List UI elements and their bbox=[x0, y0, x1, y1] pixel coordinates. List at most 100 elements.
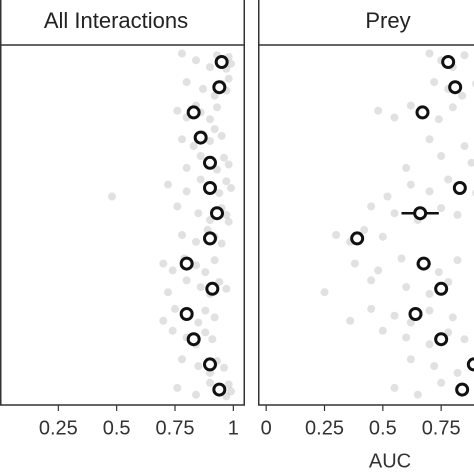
sample-point bbox=[210, 125, 219, 134]
sample-point bbox=[406, 355, 415, 364]
sample-point bbox=[210, 313, 219, 322]
sample-point bbox=[173, 383, 182, 392]
sample-point bbox=[196, 283, 205, 292]
sample-point bbox=[164, 180, 172, 189]
x-tick-label: 0.5 bbox=[103, 417, 131, 439]
sample-point bbox=[217, 131, 226, 140]
x-tick-label: 0.25 bbox=[39, 417, 78, 439]
sample-point bbox=[159, 316, 168, 325]
sample-point bbox=[171, 304, 179, 313]
mean-marker bbox=[205, 281, 220, 296]
sample-point bbox=[444, 175, 453, 184]
sample-point bbox=[224, 74, 233, 83]
sample-point bbox=[402, 283, 411, 292]
sample-point bbox=[224, 380, 233, 389]
sample-point bbox=[168, 326, 177, 335]
sample-point bbox=[360, 225, 369, 234]
mean-marker bbox=[212, 382, 227, 397]
mean-marker bbox=[186, 332, 201, 347]
mean-marker bbox=[415, 105, 430, 120]
sample-point bbox=[194, 318, 203, 327]
sample-point bbox=[173, 202, 182, 211]
sample-point bbox=[406, 180, 415, 189]
panel-frame bbox=[0, 0, 245, 406]
sample-point bbox=[194, 209, 203, 218]
sample-point bbox=[425, 187, 434, 196]
sample-point bbox=[397, 254, 406, 263]
sample-point bbox=[178, 231, 186, 239]
sample-point bbox=[413, 390, 422, 399]
sample-point bbox=[460, 335, 469, 344]
sample-point bbox=[406, 318, 415, 327]
sample-point bbox=[194, 362, 203, 371]
sample-point bbox=[222, 284, 231, 293]
x-tick-label: 1 bbox=[228, 417, 239, 439]
sample-point bbox=[390, 113, 399, 122]
sample-point bbox=[390, 383, 399, 392]
sample-point bbox=[374, 106, 383, 115]
sample-point bbox=[178, 135, 186, 144]
mean-marker bbox=[203, 181, 217, 195]
sample-point bbox=[182, 276, 191, 285]
sample-point bbox=[224, 217, 233, 226]
sample-point bbox=[425, 289, 434, 298]
sample-point bbox=[217, 239, 226, 248]
mean-marker bbox=[452, 181, 467, 195]
mean-marker bbox=[179, 256, 194, 271]
sample-point bbox=[453, 368, 462, 377]
sample-point bbox=[199, 84, 207, 93]
sample-point bbox=[210, 256, 219, 265]
mean-marker bbox=[210, 206, 224, 221]
x-tick-label: 0.25 bbox=[305, 417, 344, 439]
sample-point bbox=[220, 153, 228, 162]
sample-point bbox=[320, 288, 329, 297]
sample-point bbox=[460, 142, 469, 151]
sample-point bbox=[350, 259, 359, 268]
mean-marker bbox=[214, 55, 229, 69]
sample-point bbox=[159, 259, 168, 268]
sample-point bbox=[425, 340, 434, 349]
sample-point bbox=[467, 158, 474, 167]
sample-point bbox=[378, 232, 387, 241]
sample-point bbox=[402, 163, 411, 172]
x-tick-label: 0.75 bbox=[156, 417, 195, 439]
sample-point bbox=[448, 313, 457, 322]
x-tick-label: 0.75 bbox=[422, 417, 461, 439]
sample-point bbox=[437, 378, 446, 387]
x-axis-label: AUC bbox=[369, 450, 411, 472]
sample-point bbox=[182, 78, 191, 87]
sample-point bbox=[434, 268, 443, 277]
sample-point bbox=[430, 362, 439, 371]
sample-point bbox=[196, 175, 205, 184]
sample-point bbox=[201, 306, 210, 315]
sample-point bbox=[227, 387, 235, 396]
mean-marker bbox=[466, 357, 474, 372]
sample-point bbox=[206, 378, 214, 387]
sample-point bbox=[390, 209, 399, 218]
sample-point bbox=[453, 210, 462, 219]
sample-point bbox=[201, 328, 210, 337]
sample-point bbox=[367, 202, 376, 211]
sample-point bbox=[201, 268, 210, 277]
sample-point bbox=[206, 137, 214, 145]
sample-point bbox=[222, 177, 231, 186]
sample-point bbox=[182, 163, 191, 172]
sample-point bbox=[332, 231, 341, 239]
sample-point bbox=[458, 91, 467, 100]
sample-point bbox=[108, 192, 116, 201]
sample-point bbox=[222, 210, 231, 219]
sample-point bbox=[182, 187, 191, 196]
mean-marker bbox=[441, 55, 456, 69]
sample-point bbox=[460, 51, 469, 60]
sample-point bbox=[425, 306, 434, 315]
sample-point bbox=[178, 355, 186, 364]
sample-point bbox=[448, 103, 457, 112]
sample-point bbox=[215, 189, 224, 198]
sample-point bbox=[178, 49, 186, 58]
sample-point bbox=[434, 115, 443, 124]
x-tick-label: 0.5 bbox=[369, 417, 397, 439]
mean-marker bbox=[350, 231, 365, 246]
sample-point bbox=[192, 56, 200, 65]
mean-marker bbox=[203, 231, 217, 246]
